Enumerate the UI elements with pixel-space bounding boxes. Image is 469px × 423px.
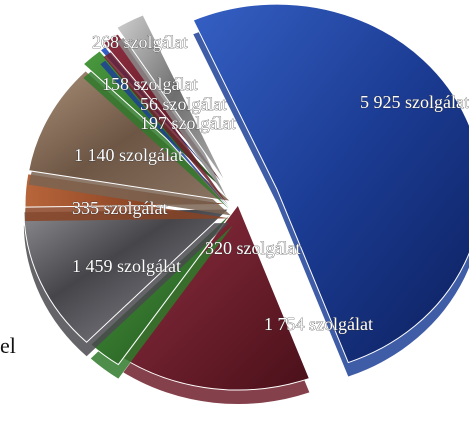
pie-slice (23, 208, 231, 343)
pie-slice-label: 5 925 szolgálat (360, 92, 469, 112)
edge-text: el (0, 333, 16, 358)
pie-slice-label: 56 szolgálat (140, 94, 226, 114)
pie-slice-side (103, 47, 228, 205)
pie-slice-label: 335 szolgálat (72, 198, 167, 218)
pie-slice-side (100, 60, 230, 208)
pie-slice (28, 70, 233, 203)
pie-slice-side (116, 28, 227, 198)
pie-slice (192, 3, 469, 364)
pie-slice-label: 197 szolgálat (140, 113, 235, 133)
pie-slice-label: 320 szolgálat (205, 238, 300, 258)
pie-slice-side (83, 64, 229, 209)
pie-slice (122, 203, 311, 391)
pie-slice (116, 14, 228, 185)
pie-slice-label: 158 szolgálat (102, 74, 197, 94)
pie-slice-label: 1 754 szolgálat (264, 314, 373, 334)
pie-slice-label: 268 szolgálat (92, 32, 187, 52)
pie-slice-label: 1 140 szolgálat (74, 145, 183, 165)
pie-slice-label: 1 459 szolgálat (72, 256, 181, 276)
